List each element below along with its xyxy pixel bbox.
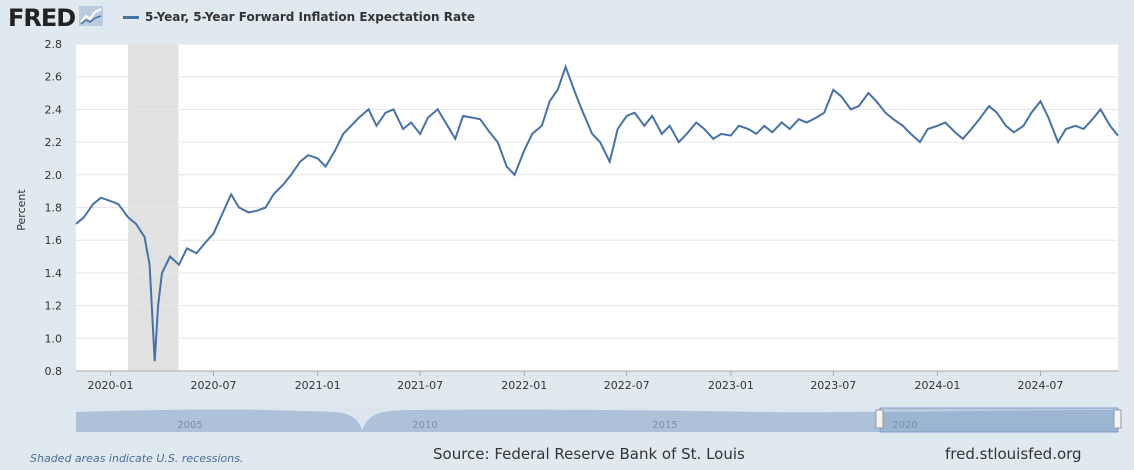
y-tick-label: 1.6: [45, 234, 63, 247]
navigator-handle-left[interactable]: [875, 409, 884, 429]
x-tick-label: 2024-07: [1017, 379, 1063, 392]
x-tick-label: 2022-01: [501, 379, 547, 392]
navigator-handle-right[interactable]: [1113, 409, 1122, 429]
x-tick-label: 2020-01: [88, 379, 134, 392]
y-tick-label: 1.8: [45, 202, 63, 215]
y-tick-label: 0.8: [45, 365, 63, 378]
fred-logo[interactable]: FRED: [8, 4, 104, 32]
x-tick-label: 2023-07: [810, 379, 856, 392]
y-axis-label: Percent: [15, 189, 28, 231]
navigator-year-label: 2010: [412, 420, 437, 431]
grid-lines: [76, 43, 1118, 372]
y-tick-label: 1.0: [45, 332, 63, 345]
navigator-labels: 2005 2010 2015 2020: [177, 420, 917, 431]
chart-legend: 5-Year, 5-Year Forward Inflation Expecta…: [123, 10, 475, 24]
y-tick-label: 2.2: [45, 136, 63, 149]
navigator-year-label: 2015: [652, 420, 677, 431]
source-text[interactable]: Source: Federal Reserve Bank of St. Loui…: [433, 445, 745, 463]
fred-logo-text: FRED: [8, 4, 76, 32]
navigator-area: [76, 409, 1118, 432]
x-axis-ticks: 2020-01 2020-07 2021-01 2021-07 2022-01 2022-…: [88, 371, 1063, 392]
legend-series-label: 5-Year, 5-Year Forward Inflation Expecta…: [145, 10, 475, 24]
x-tick-label: 2021-01: [295, 379, 341, 392]
series-line: [75, 63, 1119, 362]
x-tick-label: 2023-01: [708, 379, 754, 392]
trend-line-icon: [79, 6, 104, 30]
x-tick-label: 2022-07: [604, 379, 650, 392]
y-tick-label: 2.6: [45, 71, 63, 84]
y-tick-label: 2.0: [45, 169, 63, 182]
navigator[interactable]: 2005 2010 2015 2020: [76, 407, 1122, 433]
navigator-year-label: 2020: [892, 420, 917, 431]
y-axis-ticks: 0.8 1.0 1.2 1.4 1.6 1.8 2.0 2.2 2.4 2.6 2.8: [45, 38, 63, 378]
fred-url-link[interactable]: fred.stlouisfed.org: [945, 445, 1082, 463]
y-tick-label: 2.4: [45, 103, 63, 116]
x-tick-label: 2020-07: [191, 379, 237, 392]
y-tick-label: 1.2: [45, 300, 63, 313]
y-tick-label: 2.8: [45, 38, 63, 51]
legend-swatch: [123, 15, 139, 19]
x-tick-label: 2024-01: [914, 379, 960, 392]
navigator-year-label: 2005: [177, 420, 202, 431]
recession-note: Shaded areas indicate U.S. recessions.: [30, 452, 244, 465]
x-tick-label: 2021-07: [397, 379, 443, 392]
y-tick-label: 1.4: [45, 267, 63, 280]
